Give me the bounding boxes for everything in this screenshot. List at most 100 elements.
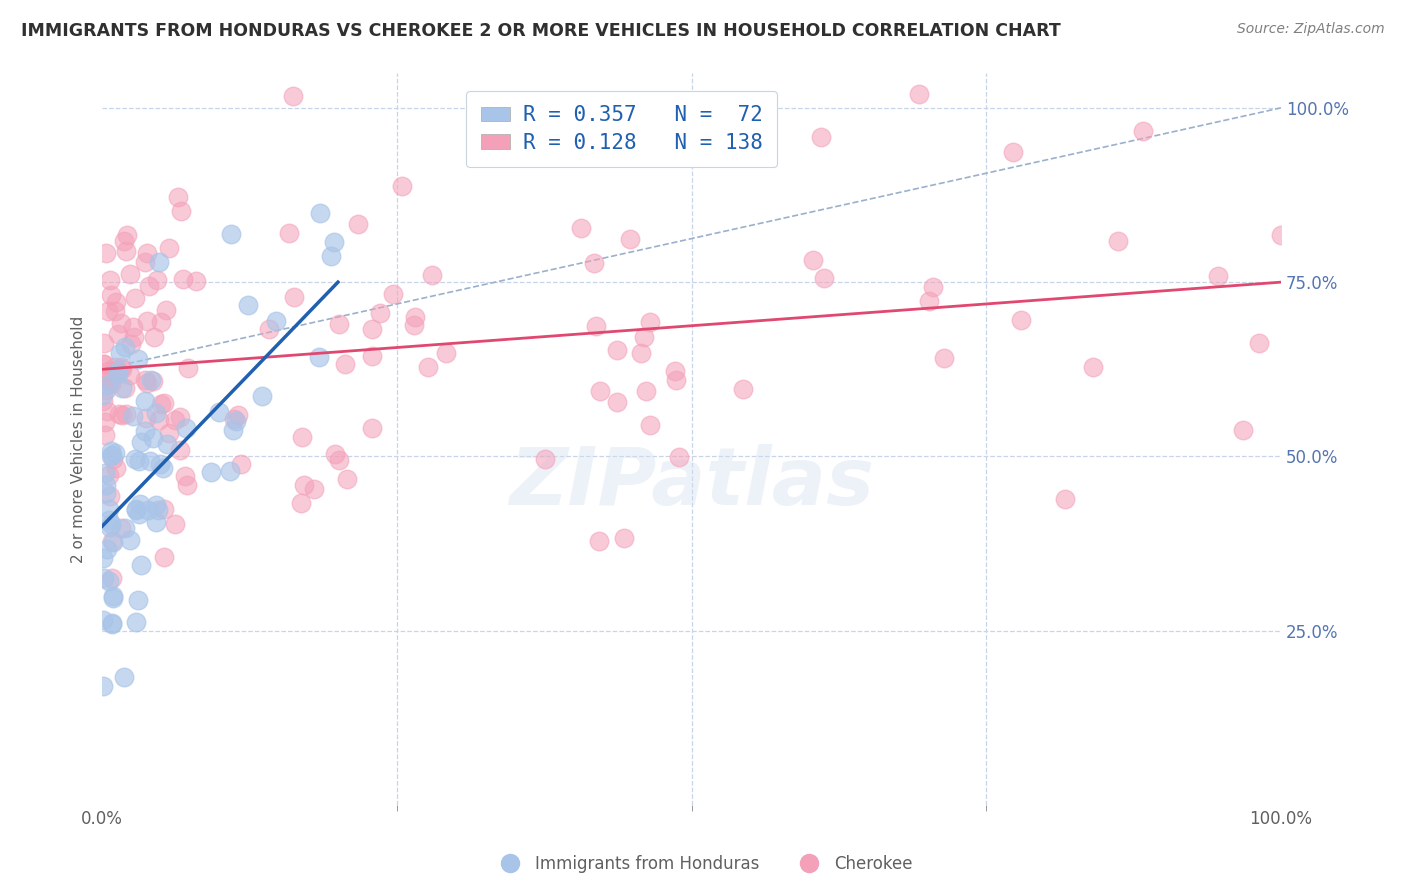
Point (803, 252, 825, 267)
Point (813, 270, 835, 285)
Point (420, 268, 443, 282)
Point (228, 408, 250, 422)
Point (170, 204, 193, 219)
Point (93, 551, 115, 566)
Point (138, 453, 160, 467)
Point (918, 293, 941, 308)
Point (176, 477, 198, 491)
Point (1001, 145, 1024, 159)
Point (149, 396, 172, 410)
Point (533, 451, 555, 466)
Point (136, 314, 159, 328)
Point (336, 473, 359, 487)
Point (112, 670, 135, 684)
Point (97, 574, 120, 588)
Point (157, 241, 180, 255)
Point (125, 503, 148, 517)
Point (100, 288, 122, 302)
Point (174, 421, 197, 435)
Point (114, 381, 136, 395)
Point (1054, 491, 1077, 506)
Point (97, 304, 120, 318)
Point (136, 246, 159, 260)
Point (142, 431, 165, 445)
Point (127, 593, 149, 607)
Y-axis label: 2 or more Vehicles in Household: 2 or more Vehicles in Household (72, 316, 86, 563)
Point (159, 426, 181, 441)
Point (98, 489, 121, 503)
Point (134, 373, 156, 387)
Point (169, 409, 191, 424)
Point (907, 87, 929, 101)
Point (290, 496, 312, 510)
Point (278, 227, 301, 241)
Point (236, 298, 259, 312)
Text: ZIPatlas: ZIPatlas (509, 444, 875, 522)
Point (146, 273, 169, 287)
Point (93, 357, 115, 371)
Point (634, 384, 657, 399)
Point (120, 533, 142, 547)
Point (104, 294, 127, 309)
Point (138, 278, 160, 293)
Point (225, 414, 247, 428)
Point (122, 320, 145, 334)
Point (141, 373, 163, 387)
Point (221, 227, 243, 241)
Point (107, 407, 129, 421)
Point (96, 404, 118, 418)
Point (361, 420, 384, 434)
Point (100, 516, 122, 531)
Point (404, 310, 426, 324)
Point (101, 533, 124, 548)
Point (172, 272, 194, 286)
Point (360, 349, 382, 363)
Point (229, 457, 252, 471)
Point (292, 478, 315, 492)
Point (93, 679, 115, 693)
Point (142, 374, 165, 388)
Point (110, 521, 132, 535)
Point (114, 244, 136, 258)
Point (152, 501, 174, 516)
Point (111, 409, 134, 423)
Point (93, 336, 115, 351)
Point (110, 346, 132, 360)
Point (321, 249, 343, 263)
Point (606, 343, 628, 357)
Point (257, 322, 280, 336)
Point (96, 378, 118, 392)
Point (94, 485, 117, 500)
Point (128, 508, 150, 522)
Point (100, 448, 122, 462)
Point (177, 360, 200, 375)
Point (165, 517, 187, 532)
Point (1010, 312, 1032, 326)
Point (302, 483, 325, 497)
Point (94, 372, 117, 386)
Point (402, 318, 425, 333)
Point (125, 615, 148, 630)
Point (333, 357, 356, 371)
Point (134, 255, 156, 269)
Point (100, 443, 122, 458)
Point (128, 454, 150, 468)
Point (107, 364, 129, 378)
Point (118, 267, 141, 281)
Point (105, 461, 128, 475)
Point (96, 541, 118, 556)
Point (382, 286, 405, 301)
Point (322, 235, 344, 249)
Point (153, 550, 176, 565)
Point (145, 515, 167, 529)
Point (731, 382, 754, 396)
Point (118, 368, 141, 383)
Point (218, 464, 240, 478)
Point (665, 373, 688, 387)
Point (100, 376, 122, 391)
Point (93, 393, 115, 408)
Point (93, 387, 115, 401)
Point (110, 316, 132, 330)
Point (1270, 227, 1292, 242)
Point (94, 477, 117, 491)
